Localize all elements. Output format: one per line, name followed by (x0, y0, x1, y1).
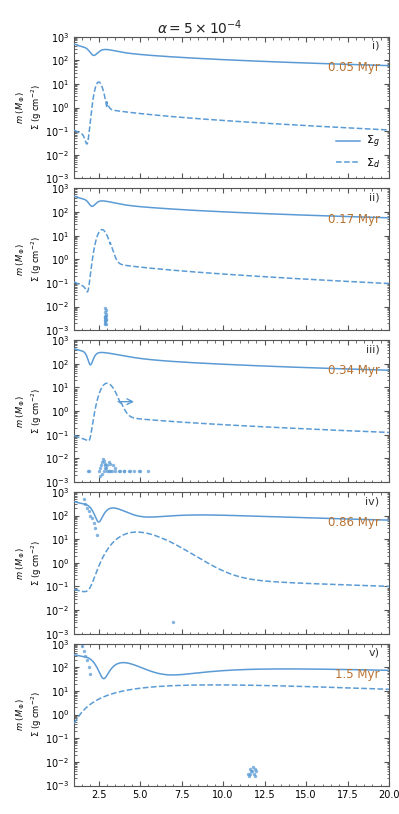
Point (101, 454, 107, 467)
Y-axis label: $m\ (M_\oplus)$
$\Sigma\ (\mathrm{g\ cm^{-2}})$: $m\ (M_\oplus)$ $\Sigma\ (\mathrm{g\ cm^… (15, 540, 43, 585)
Y-axis label: $m\ (M_\oplus)$
$\Sigma\ (\mathrm{g\ cm^{-2}})$: $m\ (M_\oplus)$ $\Sigma\ (\mathrm{g\ cm^… (15, 237, 43, 282)
Point (89, 511, 95, 524)
Point (246, 769, 252, 782)
Point (145, 464, 152, 477)
Text: i): i) (372, 41, 379, 51)
Text: v): v) (369, 648, 379, 658)
Y-axis label: $m\ (M_\oplus)$
$\Sigma\ (\mathrm{g\ cm^{-2}})$: $m\ (M_\oplus)$ $\Sigma\ (\mathrm{g\ cm^… (15, 85, 43, 130)
Point (81, 644, 87, 657)
Point (99, 467, 105, 480)
Point (251, 763, 258, 776)
Point (103, 309, 109, 322)
Point (250, 760, 256, 773)
Text: 1.5 Myr: 1.5 Myr (335, 667, 379, 681)
Point (105, 456, 112, 469)
Point (112, 462, 119, 475)
Point (252, 769, 259, 782)
Point (170, 616, 176, 629)
Point (251, 768, 257, 781)
Point (117, 464, 123, 477)
Point (125, 464, 132, 477)
Point (101, 317, 108, 330)
Point (101, 457, 108, 470)
Point (102, 314, 109, 327)
Point (100, 453, 106, 466)
Point (82, 650, 89, 663)
Point (85, 464, 92, 477)
Point (104, 464, 110, 477)
Legend: $\Sigma_g$, $\Sigma_d$: $\Sigma_g$, $\Sigma_d$ (333, 130, 383, 173)
Point (102, 304, 109, 317)
Point (247, 768, 254, 781)
Point (102, 312, 108, 325)
Point (137, 464, 143, 477)
Point (94, 528, 100, 541)
Point (101, 311, 108, 324)
Point (120, 464, 127, 477)
Point (97, 462, 104, 475)
Text: 0.86 Myr: 0.86 Myr (328, 516, 379, 529)
Point (97, 470, 104, 483)
Point (85, 661, 92, 674)
Point (130, 464, 137, 477)
Point (101, 464, 107, 477)
Point (102, 313, 109, 326)
Point (84, 502, 90, 515)
Point (120, 464, 127, 477)
Point (112, 464, 119, 477)
Point (103, 462, 109, 475)
Point (85, 464, 91, 477)
Point (79, 640, 85, 653)
Point (245, 768, 251, 781)
Point (249, 765, 255, 778)
Point (135, 464, 142, 477)
Point (127, 464, 133, 477)
Point (103, 313, 109, 326)
Y-axis label: $m\ (M_\oplus)$
$\Sigma\ (\mathrm{g\ cm^{-2}})$: $m\ (M_\oplus)$ $\Sigma\ (\mathrm{g\ cm^… (15, 692, 43, 737)
Point (101, 313, 108, 326)
Point (103, 307, 109, 320)
Point (107, 457, 113, 470)
Text: ii): ii) (369, 193, 379, 203)
Point (98, 459, 105, 472)
Point (110, 459, 116, 472)
Point (104, 459, 110, 472)
Point (95, 464, 102, 477)
Point (102, 305, 108, 318)
Point (102, 462, 109, 475)
Point (87, 509, 94, 522)
Point (102, 317, 109, 330)
Point (109, 464, 115, 477)
Text: 0.34 Myr: 0.34 Myr (328, 365, 379, 377)
Text: $\alpha = 5 \times 10^{-4}$: $\alpha = 5 \times 10^{-4}$ (157, 18, 242, 37)
Text: 0.17 Myr: 0.17 Myr (328, 212, 379, 225)
Point (85, 505, 92, 518)
Point (102, 459, 109, 472)
Point (102, 301, 109, 314)
Point (99, 456, 105, 469)
Point (81, 492, 87, 505)
Point (115, 464, 122, 477)
Point (248, 765, 255, 778)
Point (92, 522, 99, 535)
Point (105, 464, 112, 477)
Point (107, 464, 113, 477)
Point (247, 763, 253, 776)
Text: iii): iii) (366, 344, 379, 354)
Text: 0.05 Myr: 0.05 Myr (328, 61, 379, 74)
Point (91, 516, 97, 529)
Y-axis label: $m\ (M_\oplus)$
$\Sigma\ (\mathrm{g\ cm^{-2}})$: $m\ (M_\oplus)$ $\Sigma\ (\mathrm{g\ cm^… (15, 388, 43, 434)
Point (82, 498, 89, 511)
Text: iv): iv) (365, 497, 379, 506)
Point (253, 765, 259, 778)
Point (87, 668, 94, 681)
Point (102, 309, 109, 322)
Point (102, 317, 108, 330)
Point (84, 654, 90, 667)
